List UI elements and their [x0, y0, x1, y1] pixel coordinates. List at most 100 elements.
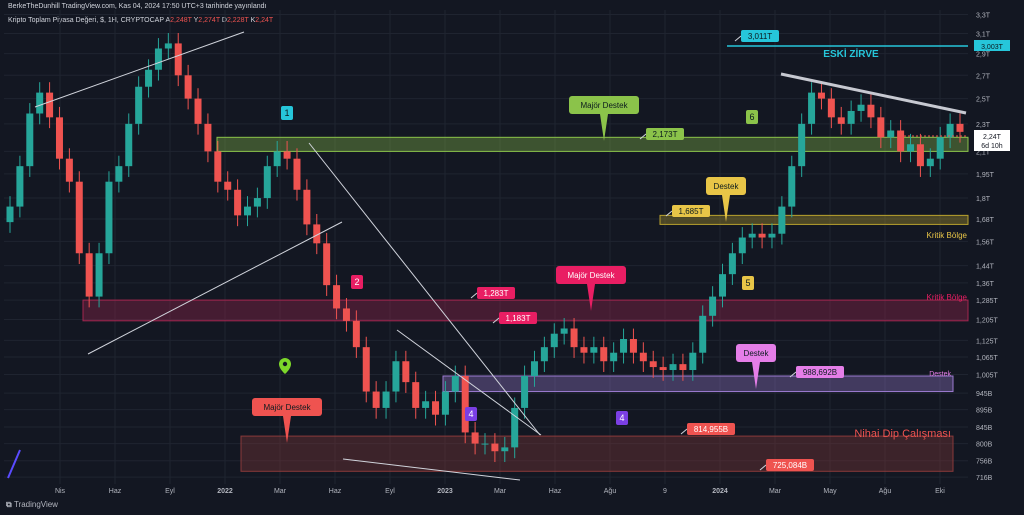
callout-pointer	[722, 195, 730, 222]
candle	[936, 137, 944, 159]
zone-1[interactable]	[216, 136, 969, 152]
callout-bubble[interactable]	[706, 177, 746, 195]
level-tag[interactable]	[646, 128, 684, 140]
callout-pointer	[587, 284, 595, 311]
y-tick-label: 1,36T	[976, 281, 995, 288]
callout-bubble[interactable]	[569, 96, 639, 114]
y-tick-label: 2,3T	[976, 122, 991, 129]
y-tick-label: 1,005T	[976, 373, 999, 380]
candle	[946, 123, 954, 138]
ohlc-key: K	[248, 17, 256, 24]
level-tag[interactable]	[741, 30, 779, 42]
wave-number: 4	[619, 413, 624, 423]
last-price-countdown: 6d 10h	[981, 143, 1003, 150]
candle	[55, 117, 63, 159]
wave-marker[interactable]	[281, 106, 293, 120]
candle	[184, 75, 192, 99]
candle	[333, 285, 341, 309]
candle	[194, 98, 202, 124]
callout-label: Destek	[714, 182, 740, 191]
candle	[75, 181, 83, 254]
zone-4[interactable]	[442, 375, 954, 393]
candle	[382, 391, 390, 408]
level-label: 2,173T	[653, 130, 678, 139]
y-tick-label: 1,8T	[976, 196, 991, 203]
callout-bubble[interactable]	[252, 398, 322, 416]
callout-pointer	[752, 362, 760, 389]
candle	[530, 361, 538, 377]
callout-bubble[interactable]	[736, 344, 776, 362]
candle	[352, 320, 360, 348]
y-tick-label: 3,3T	[976, 13, 991, 20]
y-tick-label: 2,9T	[976, 52, 991, 59]
candle	[46, 92, 54, 118]
ohlc-key: A	[165, 17, 171, 24]
candle	[501, 447, 509, 452]
candle	[550, 333, 558, 348]
candle	[273, 151, 281, 167]
trendline[interactable]	[308, 142, 541, 436]
candle	[907, 144, 915, 152]
candle	[293, 158, 301, 190]
ath-price-label: 3,003T	[981, 44, 1004, 51]
trendline[interactable]	[780, 72, 967, 115]
candle	[897, 130, 905, 152]
level-label: 1,685T	[679, 207, 704, 216]
trendline[interactable]	[342, 458, 521, 481]
candle	[174, 43, 182, 76]
candle	[6, 206, 14, 223]
level-pointer	[639, 133, 647, 140]
brush-icon[interactable]	[7, 449, 21, 479]
zone-2[interactable]	[659, 214, 969, 225]
callout-bubble[interactable]	[556, 266, 626, 284]
level-tag[interactable]	[672, 205, 710, 217]
symbol-legend[interactable]: Kripto Toplam Piyasa Değeri, $, 1H, CRYP…	[8, 17, 273, 24]
published-caption: BerkeTheDunhill TradingView.com, Kas 04,…	[8, 3, 267, 10]
annotation-text: Kritik Bölge	[927, 293, 968, 302]
trendline[interactable]	[87, 221, 343, 355]
candle	[204, 123, 212, 152]
ohlc-values: A2,248T Y2,274T D2,228T K2,24T	[165, 17, 273, 24]
level-tag[interactable]	[796, 366, 844, 378]
candle	[135, 86, 143, 124]
level-pointer	[734, 35, 742, 42]
candle	[16, 166, 24, 207]
wave-marker[interactable]	[616, 411, 628, 425]
candle	[36, 92, 44, 114]
x-tick-label: Mar	[769, 488, 782, 495]
location-pin-dot	[282, 361, 288, 367]
level-tag[interactable]	[477, 287, 515, 299]
annotation-text: Kritik Bölge	[927, 231, 968, 240]
wave-marker[interactable]	[746, 110, 758, 124]
candle	[877, 117, 885, 138]
y-tick-label: 1,065T	[976, 355, 999, 362]
y-tick-label: 845B	[976, 425, 993, 432]
candle	[748, 233, 756, 238]
y-tick-label: 800B	[976, 442, 993, 449]
wave-marker[interactable]	[742, 276, 754, 290]
annotation-text: ESKİ ZİRVE	[823, 47, 879, 60]
candle	[303, 189, 311, 225]
wave-marker[interactable]	[465, 407, 477, 421]
candle	[580, 347, 588, 353]
y-tick-label: 1,56T	[976, 239, 995, 246]
candle	[788, 166, 796, 207]
wave-marker[interactable]	[351, 275, 363, 289]
zone-5[interactable]	[240, 435, 954, 472]
candle	[164, 43, 172, 49]
candle	[956, 123, 964, 132]
tradingview-brand[interactable]: ⧉ TradingView	[6, 500, 58, 510]
level-tag[interactable]	[499, 312, 537, 324]
level-tag[interactable]	[687, 423, 735, 435]
level-pointer	[492, 317, 500, 324]
trendline[interactable]	[396, 329, 542, 436]
candle	[610, 352, 618, 362]
x-tick-label: Haz	[549, 488, 562, 495]
level-tag[interactable]	[766, 459, 814, 471]
candle	[481, 443, 489, 445]
y-tick-label: 1,44T	[976, 264, 995, 271]
candle	[402, 361, 410, 383]
trendline[interactable]	[34, 31, 245, 108]
level-label: 3,011T	[748, 32, 772, 41]
